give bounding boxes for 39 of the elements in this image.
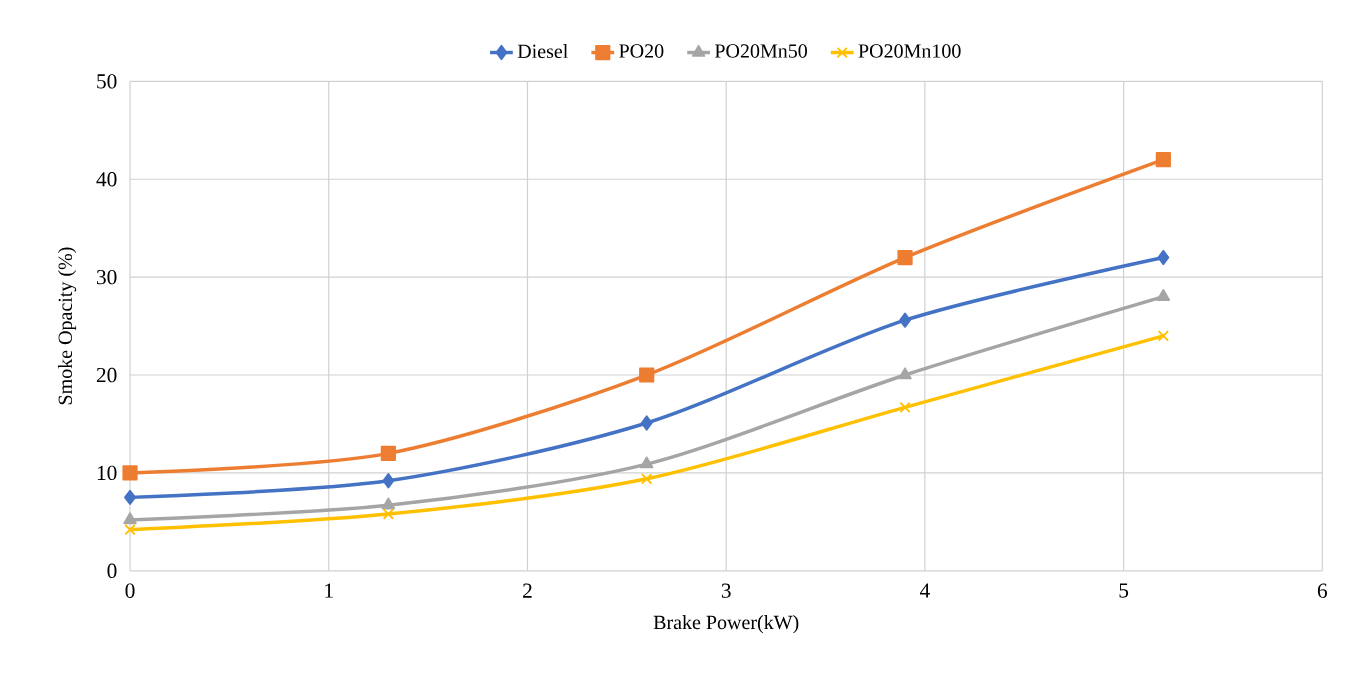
- x-tick-label: 3: [721, 583, 731, 598]
- legend-label: PO20: [619, 44, 664, 58]
- x-tick-label: 6: [1317, 583, 1328, 598]
- y-tick-label: 20: [96, 367, 117, 383]
- point: [639, 456, 654, 469]
- x-tick-label: 0: [125, 583, 135, 598]
- legend-label: PO20Mn50: [714, 44, 807, 58]
- point: [380, 445, 396, 462]
- point: [1155, 152, 1171, 168]
- x-tick-label: 5: [1119, 583, 1129, 598]
- point: [1156, 289, 1171, 302]
- x-tick-label: 1: [325, 583, 333, 598]
- point: [899, 312, 911, 328]
- legend-label: PO20Mn100: [858, 44, 961, 58]
- point: [899, 401, 911, 414]
- point: [122, 465, 138, 481]
- point: [123, 512, 137, 525]
- point: [1157, 330, 1170, 342]
- point: [1157, 250, 1170, 266]
- y-tick-label: 10: [97, 465, 117, 481]
- legend-label: Diesel: [517, 44, 568, 59]
- y-axis-title: Smoke Opacity (%): [57, 247, 77, 405]
- point: [382, 473, 395, 489]
- y-tick-label: 0: [107, 563, 117, 579]
- point: [382, 508, 395, 520]
- point: [639, 367, 655, 383]
- point: [897, 250, 913, 266]
- x-tick-label: 4: [919, 583, 930, 598]
- point: [640, 415, 653, 431]
- y-tick-label: 40: [96, 172, 117, 187]
- y-tick-label: 30: [97, 270, 117, 285]
- point: [381, 497, 396, 510]
- point: [124, 489, 136, 506]
- point: [898, 367, 912, 380]
- point: [124, 524, 136, 536]
- x-tick-label: 2: [523, 583, 532, 598]
- y-tick-label: 50: [97, 74, 117, 89]
- x-axis-title: Brake Power(kW): [653, 615, 799, 634]
- point: [641, 473, 653, 485]
